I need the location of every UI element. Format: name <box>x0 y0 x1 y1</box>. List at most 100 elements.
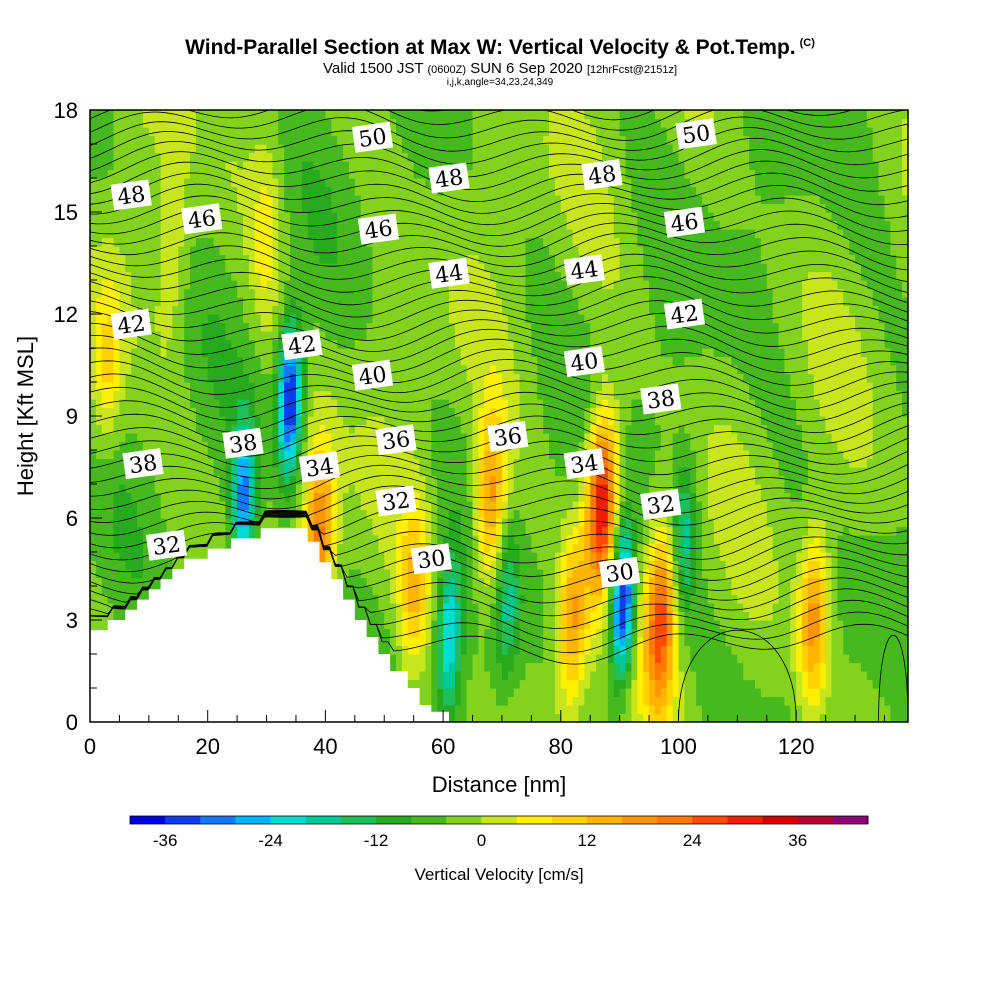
velocity-cell <box>460 662 468 672</box>
velocity-cell <box>113 475 121 485</box>
velocity-cell <box>460 543 468 553</box>
velocity-cell <box>166 254 173 264</box>
velocity-cell <box>219 135 226 145</box>
velocity-cell <box>307 433 315 443</box>
velocity-cell <box>107 433 115 443</box>
velocity-cell <box>366 518 374 528</box>
velocity-cell <box>437 450 444 460</box>
velocity-cell <box>478 603 485 613</box>
velocity-cell <box>496 526 503 536</box>
velocity-cell <box>137 135 144 145</box>
velocity-cell <box>137 348 144 358</box>
velocity-cell <box>301 399 309 409</box>
velocity-cell <box>137 220 144 230</box>
velocity-cell <box>354 195 362 205</box>
velocity-cell <box>384 569 391 579</box>
velocity-cell <box>325 535 332 545</box>
velocity-cell <box>160 382 168 392</box>
velocity-cell <box>190 433 197 443</box>
velocity-cell <box>354 161 362 171</box>
velocity-cell <box>454 705 462 715</box>
velocity-cell <box>184 339 191 349</box>
velocity-cell <box>431 518 438 528</box>
velocity-cell <box>401 322 409 332</box>
velocity-cell <box>384 246 391 256</box>
velocity-cell <box>107 169 115 179</box>
velocity-cell <box>443 654 450 664</box>
velocity-cell <box>437 586 444 596</box>
velocity-cell <box>207 186 215 196</box>
velocity-cell <box>472 713 480 722</box>
velocity-cell <box>172 509 179 519</box>
velocity-cell <box>207 339 215 349</box>
velocity-cell <box>137 288 144 298</box>
velocity-cell <box>290 280 297 290</box>
velocity-cell <box>295 229 303 239</box>
velocity-cell <box>107 569 115 579</box>
velocity-cell <box>378 416 385 426</box>
velocity-cell <box>137 416 144 426</box>
velocity-cell <box>178 280 185 290</box>
velocity-cell <box>248 178 256 188</box>
velocity-cell <box>343 186 350 196</box>
velocity-cell <box>396 458 403 468</box>
velocity-cell <box>396 603 403 613</box>
velocity-cell <box>101 416 109 426</box>
velocity-cell <box>366 152 374 162</box>
velocity-cell <box>472 586 480 596</box>
velocity-cell <box>131 237 138 247</box>
velocity-cell <box>496 594 503 604</box>
velocity-cell <box>148 186 156 196</box>
velocity-cell <box>90 356 97 366</box>
velocity-cell <box>443 110 450 120</box>
velocity-cell <box>184 526 191 536</box>
velocity-cell <box>172 203 179 213</box>
velocity-cell <box>213 373 221 383</box>
velocity-cell <box>248 365 256 375</box>
velocity-cell <box>101 484 109 494</box>
velocity-cell <box>325 331 332 341</box>
velocity-cell <box>107 399 115 409</box>
velocity-cell <box>266 433 274 443</box>
velocity-cell <box>213 280 221 290</box>
velocity-cell <box>331 288 338 298</box>
velocity-cell <box>319 254 326 264</box>
velocity-cell <box>372 560 379 570</box>
velocity-cell <box>472 127 480 137</box>
velocity-cell <box>207 543 215 553</box>
velocity-cell <box>478 382 485 392</box>
velocity-cell <box>190 424 197 434</box>
velocity-cell <box>396 118 403 128</box>
velocity-cell <box>260 169 268 179</box>
velocity-cell <box>354 280 362 290</box>
velocity-cell <box>378 169 385 179</box>
velocity-cell <box>401 203 409 213</box>
velocity-cell <box>154 186 162 196</box>
velocity-cell <box>225 178 232 188</box>
velocity-cell <box>113 152 121 162</box>
velocity-cell <box>348 220 356 230</box>
velocity-cell <box>213 399 221 409</box>
velocity-cell <box>90 620 97 630</box>
velocity-cell <box>90 288 97 298</box>
velocity-cell <box>237 237 244 247</box>
velocity-cell <box>401 390 409 400</box>
velocity-cell <box>213 169 221 179</box>
velocity-cell <box>490 450 497 460</box>
velocity-cell <box>284 220 291 230</box>
velocity-cell <box>178 229 185 239</box>
velocity-cell <box>360 577 368 587</box>
velocity-cell <box>460 280 468 290</box>
velocity-cell <box>478 509 485 519</box>
velocity-cell <box>413 288 421 298</box>
velocity-cell <box>231 526 238 536</box>
velocity-cell <box>325 526 332 536</box>
velocity-cell <box>478 450 485 460</box>
velocity-cell <box>407 203 415 213</box>
velocity-cell <box>448 390 456 400</box>
velocity-cell <box>166 348 173 358</box>
velocity-cell <box>248 314 256 324</box>
velocity-cell <box>448 322 456 332</box>
velocity-cell <box>237 526 244 536</box>
velocity-cell <box>325 407 332 417</box>
